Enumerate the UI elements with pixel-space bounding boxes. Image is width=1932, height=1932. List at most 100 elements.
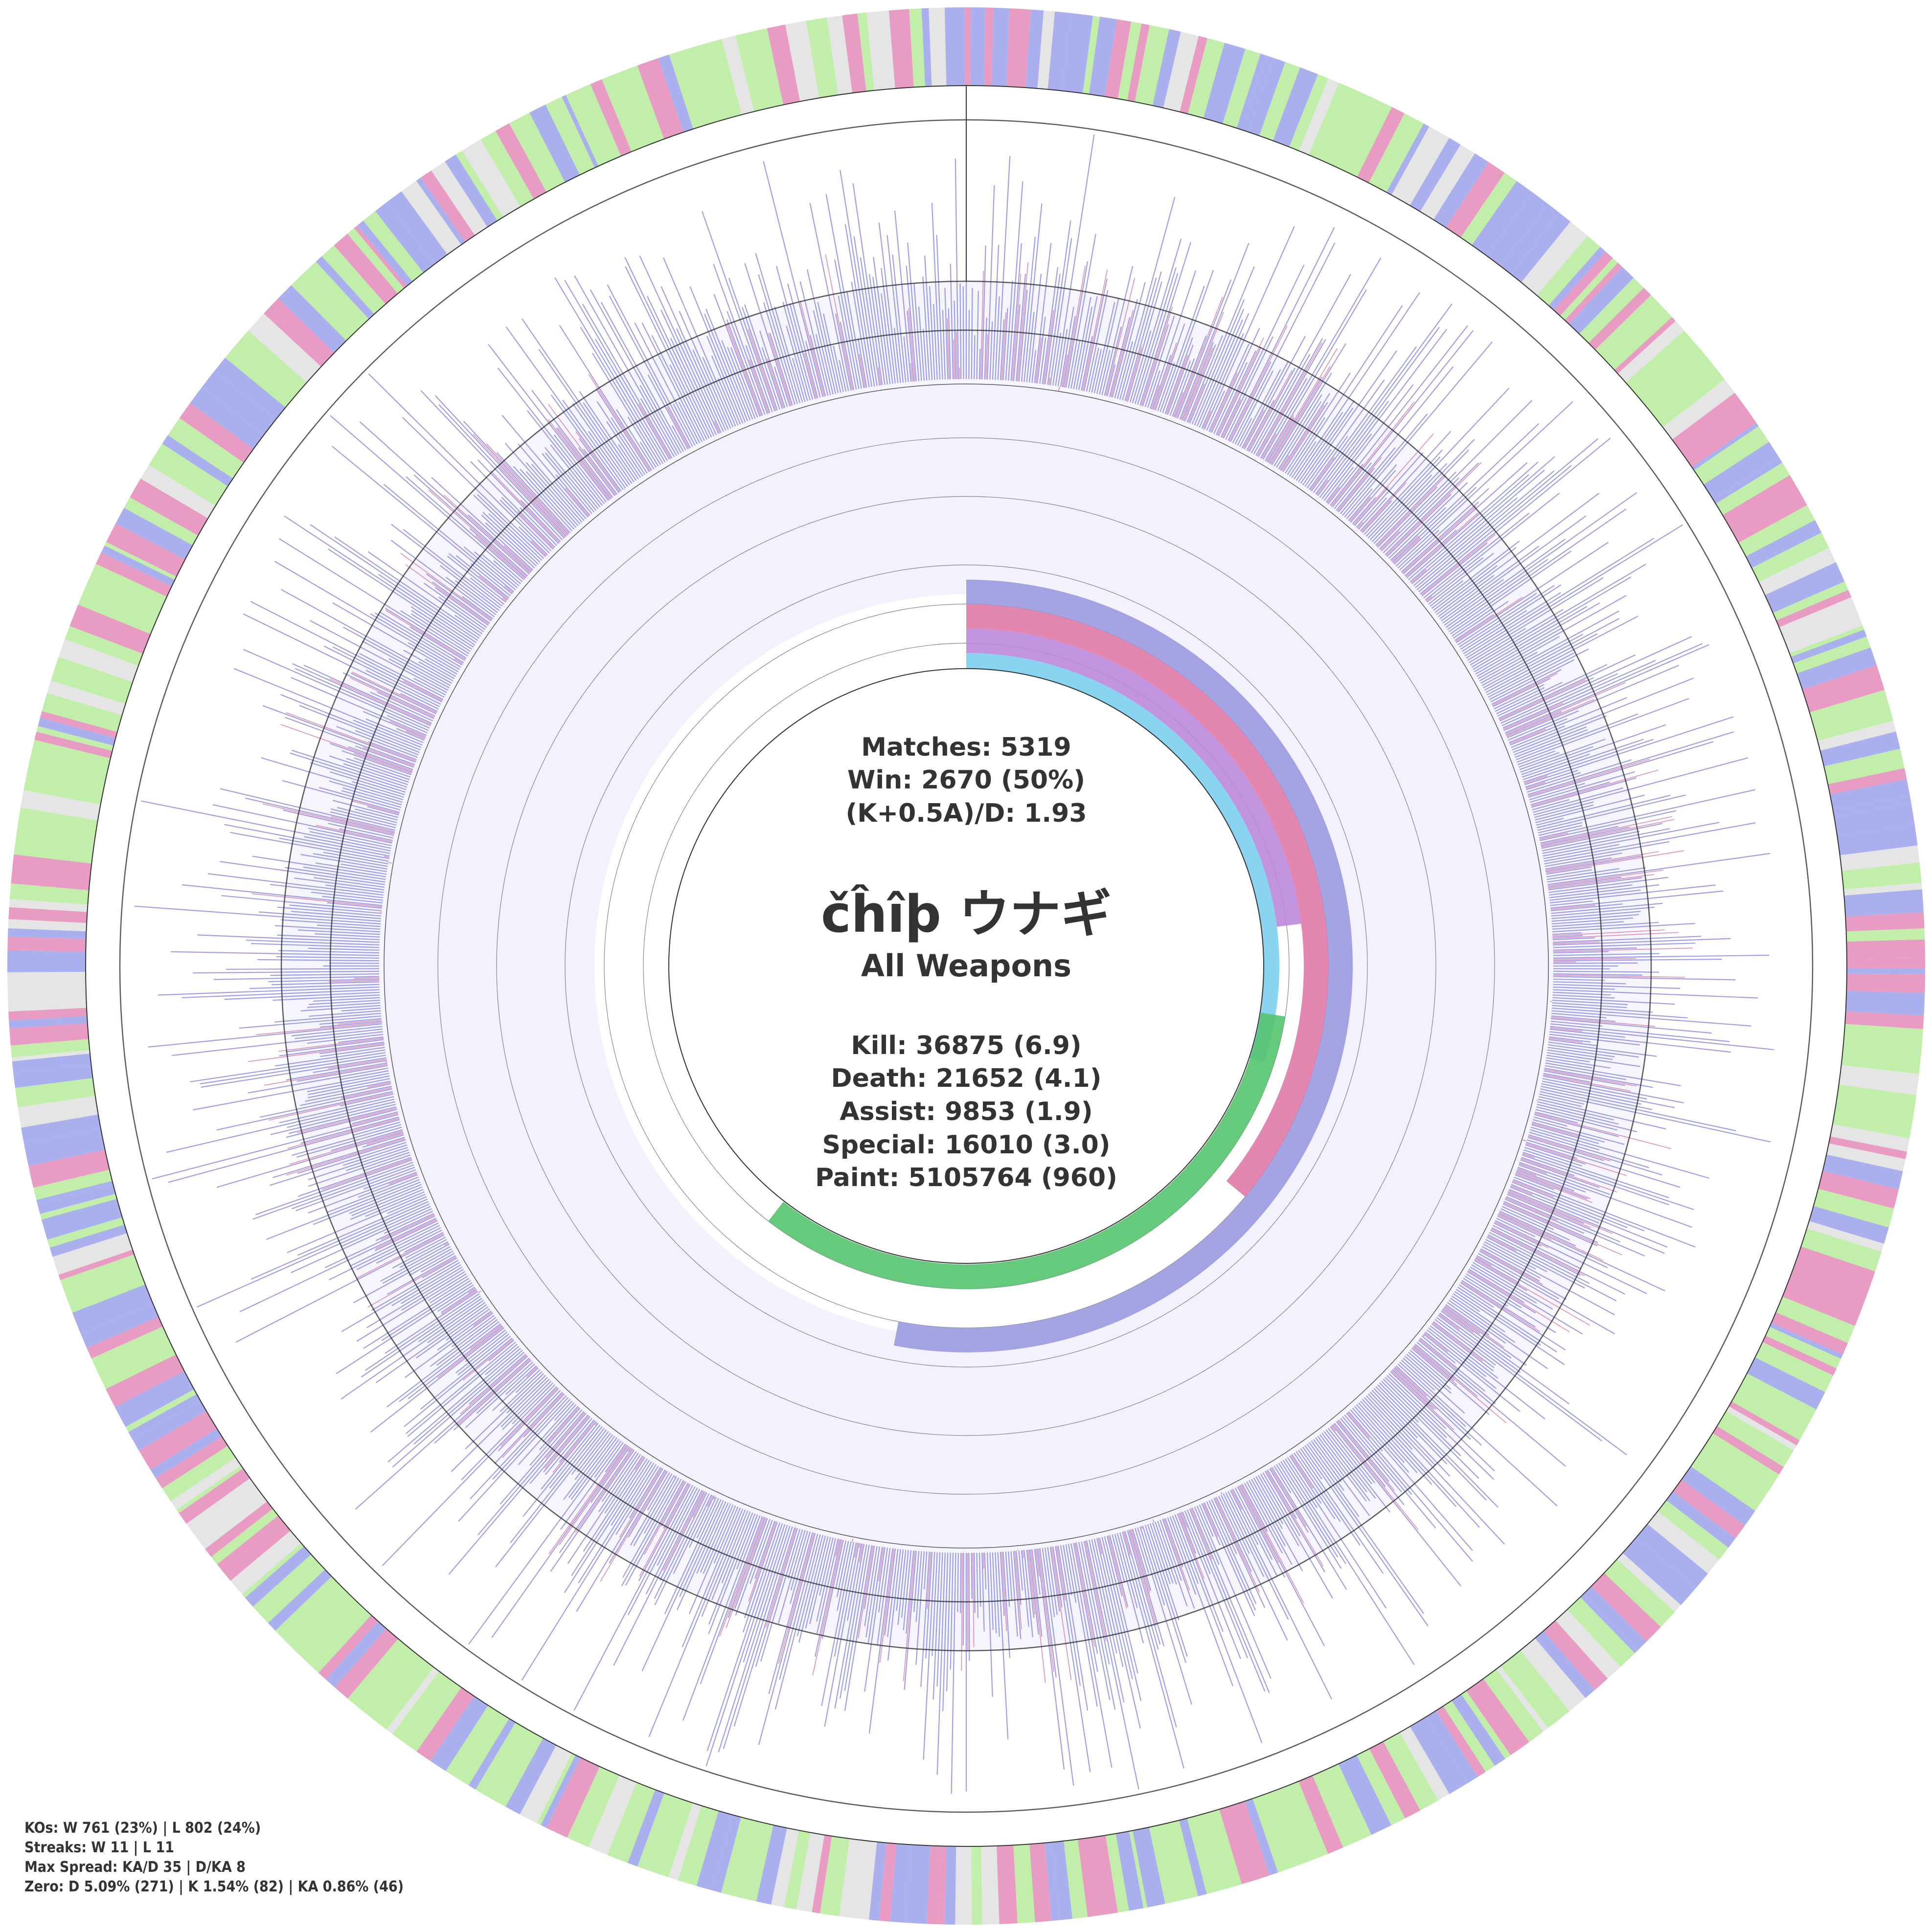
kill-bar: [1497, 664, 1608, 717]
match-segment: [156, 444, 228, 495]
kill-bar: [1191, 299, 1245, 425]
match-segment: [52, 1233, 133, 1275]
match-segment: [150, 1428, 222, 1478]
kill-bar: [1060, 307, 1074, 387]
kill-bar: [809, 202, 849, 391]
kill-bar: [1411, 470, 1545, 584]
kill-bar: [523, 1423, 599, 1517]
death-bar: [1126, 347, 1142, 402]
kill-bar: [327, 902, 382, 909]
kill-bar: [434, 395, 567, 537]
kill-bar: [868, 1548, 893, 1734]
match-segment: [125, 1389, 197, 1432]
death-bar: [1505, 682, 1626, 735]
match-segment: [827, 15, 853, 95]
kill-bar: [274, 561, 460, 670]
kill-bar: [1152, 1522, 1174, 1584]
kill-bar: [782, 302, 811, 401]
match-segment: [1595, 295, 1659, 358]
kill-bar: [1237, 418, 1252, 446]
kill-bar: [171, 951, 380, 956]
match-segment: [1782, 1278, 1863, 1326]
death-bar: [1256, 342, 1322, 457]
kill-bar: [1026, 1550, 1035, 1618]
kill-bar: [1445, 1304, 1490, 1336]
kill-bar: [1507, 1193, 1621, 1243]
kill-bar: [560, 1442, 624, 1530]
kill-bar: [1486, 615, 1638, 696]
kill-bar: [1502, 1203, 1598, 1247]
death-bar: [1531, 1123, 1579, 1137]
kill-bar: [481, 515, 537, 567]
kill-bar: [1552, 922, 1695, 933]
kill-bar: [1537, 794, 1686, 831]
match-segment: [1807, 1221, 1884, 1252]
match-segment: [321, 245, 386, 315]
kill-bar: [580, 327, 663, 464]
kill-bar: [1553, 978, 1605, 981]
death-bar: [1547, 869, 1663, 887]
match-segment: [1769, 1323, 1843, 1359]
match-segment: [1606, 307, 1672, 370]
kill-bar: [290, 752, 407, 790]
kill-bar: [1534, 801, 1594, 818]
kill-bar: [1552, 994, 1615, 999]
match-segment: [445, 1705, 494, 1775]
death-bar: [1173, 392, 1184, 417]
match-segment: [1846, 968, 1925, 975]
kill-bar: [948, 308, 951, 380]
kill-bar: [148, 1023, 382, 1048]
kill-bar: [289, 904, 382, 914]
kill-bar: [1273, 372, 1332, 467]
kill-bar: [1394, 1367, 1471, 1440]
death-bar: [1337, 457, 1382, 512]
death-bar: [1209, 372, 1238, 432]
kill-bar: [1542, 831, 1640, 852]
kill-bar: [1507, 665, 1680, 739]
kill-bar: [430, 1317, 497, 1367]
kill-bar: [294, 877, 385, 891]
kill-bar: [981, 245, 986, 380]
kill-bar: [1549, 1028, 1625, 1038]
match-segment: [1135, 25, 1169, 106]
match-segment: [486, 1728, 544, 1807]
kill-bar: [1496, 1217, 1536, 1237]
match-segment: [1373, 116, 1420, 190]
kill-bar: [1296, 412, 1343, 481]
kill-bar: [257, 959, 380, 962]
death-bar: [1534, 1113, 1672, 1149]
kill-bar: [1348, 464, 1397, 521]
kill-bar: [259, 911, 381, 922]
kill-bar: [744, 263, 791, 406]
kill-bar: [1346, 488, 1373, 519]
match-segment: [688, 1808, 719, 1886]
kill-bar: [1291, 441, 1317, 478]
kill-bar: [300, 1005, 381, 1011]
death-bar: [1499, 679, 1586, 720]
kill-bar: [839, 359, 847, 392]
match-segment: [295, 270, 360, 337]
kill-bar: [1002, 1551, 1011, 1658]
kill-bar: [245, 797, 395, 833]
death-bar: [639, 1483, 690, 1576]
death-bar: [1012, 273, 1022, 381]
kill-bar: [1375, 449, 1470, 546]
kill-bar: [1536, 1106, 1637, 1133]
kill-bar: [1218, 1496, 1288, 1641]
match-segment: [149, 461, 218, 506]
match-segment: [47, 1217, 125, 1248]
match-segment: [1222, 48, 1261, 128]
kill-bar: [1547, 1049, 1613, 1060]
kill-bar: [571, 1429, 607, 1475]
kill-bar: [598, 1452, 639, 1512]
kill-bar: [1289, 1455, 1322, 1504]
kill-bar: [1157, 1521, 1188, 1607]
kill-bar: [1535, 804, 1594, 821]
kill-bar: [918, 306, 925, 381]
kill-bar: [1551, 1012, 1607, 1019]
kill-bar: [564, 1460, 650, 1593]
kill-bar: [341, 1007, 381, 1011]
kill-bar: [382, 1246, 451, 1284]
match-segment: [80, 1303, 159, 1348]
kill-bar: [1488, 1234, 1617, 1302]
